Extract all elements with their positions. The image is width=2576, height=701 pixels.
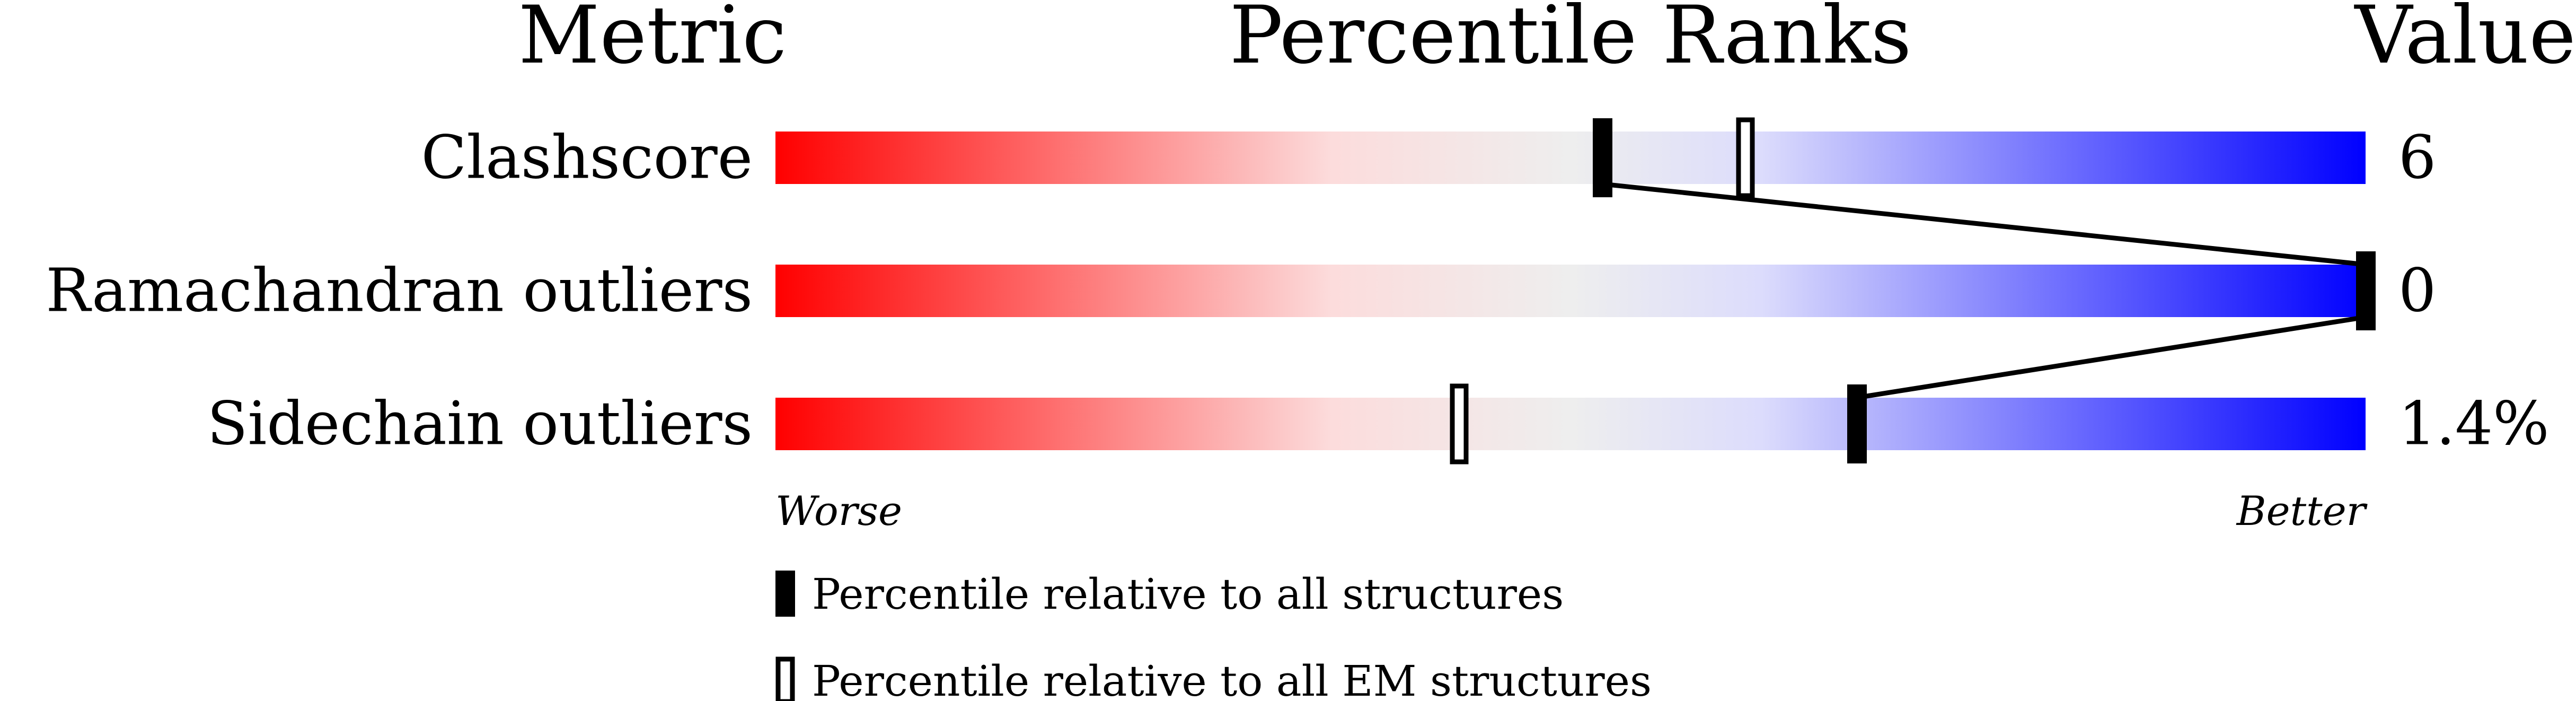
row-value: 6 [2398,124,2436,192]
all-percentile-marker [1847,384,1867,463]
percentile-bar [775,265,2366,317]
axis-better-label: Better [2236,487,2368,534]
legend-em-marker [775,656,795,701]
legend-all-marker [775,571,795,617]
row-label: Clashscore [421,124,753,192]
all-percentile-marker [2356,251,2376,330]
row-label: Sidechain outliers [207,390,753,459]
em-percentile-marker [1736,117,1755,198]
row-value: 0 [2398,257,2436,326]
legend-em-label: Percentile relative to all EM structures [812,656,1652,701]
row-label: Ramachandran outliers [46,257,753,326]
connector-line [1856,314,2366,400]
header-percentile-ranks: Percentile Ranks [1229,0,1911,82]
percentile-bar [775,132,2366,184]
legend-all-label: Percentile relative to all structures [812,569,1564,619]
all-percentile-marker [1593,118,1612,197]
header-value: Value [2354,0,2576,82]
header-metric: Metric [518,0,787,82]
axis-worse-label: Worse [775,487,902,534]
row-value: 1.4% [2398,390,2549,459]
connector-line [1602,181,2366,267]
em-percentile-marker [1450,383,1469,465]
percentile-bar [775,398,2366,450]
